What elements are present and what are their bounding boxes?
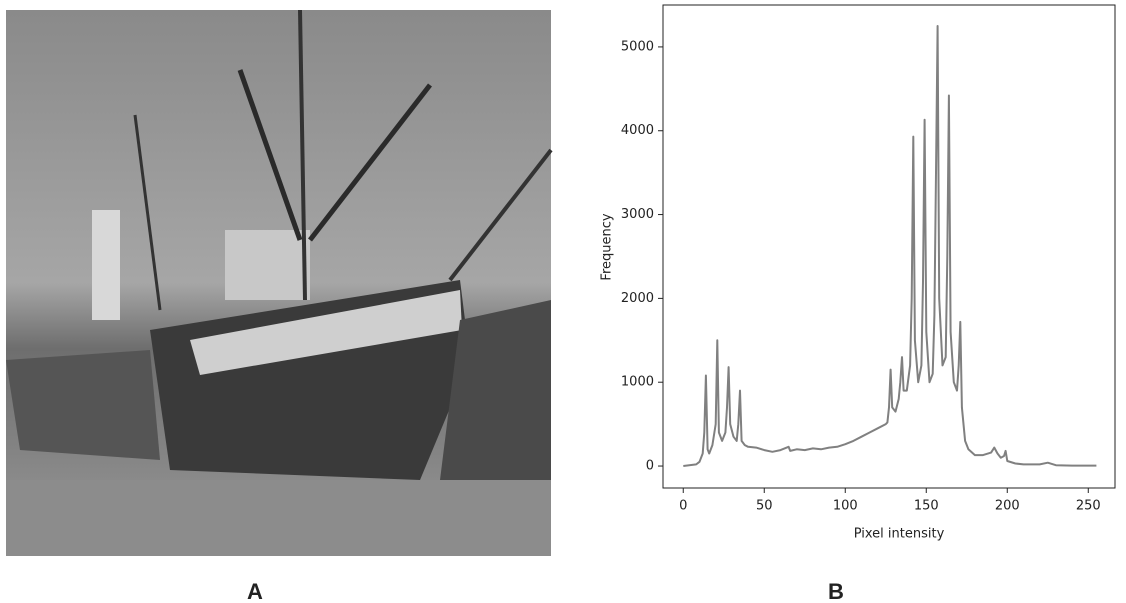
x-tick-label: 150 — [914, 499, 939, 514]
y-tick-label: 4000 — [621, 123, 654, 138]
x-tick-label: 50 — [756, 499, 773, 514]
y-tick-label: 1000 — [621, 375, 654, 390]
x-axis-label: Pixel intensity — [854, 527, 945, 542]
x-tick-label: 100 — [833, 499, 858, 514]
y-tick-label: 5000 — [621, 39, 654, 54]
x-tick-label: 0 — [679, 499, 687, 514]
panel-label: B — [828, 579, 844, 603]
y-tick-label: 2000 — [621, 291, 654, 306]
x-tick-label: 200 — [995, 499, 1020, 514]
photo — [6, 9, 553, 556]
plot-frame — [662, 4, 1116, 489]
histogram-line — [683, 25, 1097, 467]
y-tick-label: 0 — [646, 459, 654, 474]
panel-label: A — [247, 579, 263, 603]
y-tick-label: 3000 — [621, 207, 654, 222]
x-tick-label: 250 — [1076, 499, 1101, 514]
y-axis-label: Frequency — [600, 213, 615, 280]
